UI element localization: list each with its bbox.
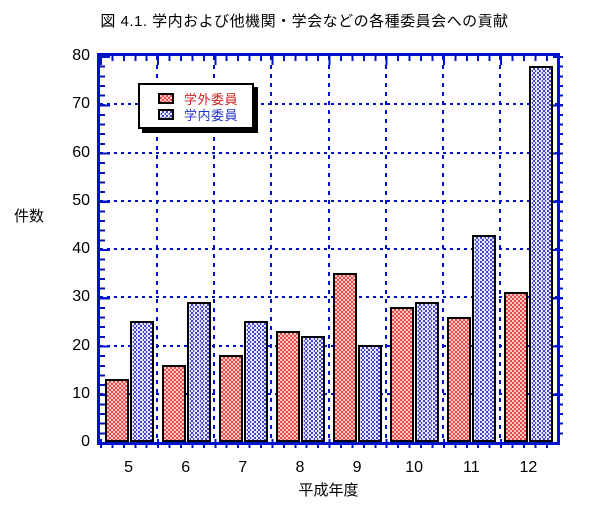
gridline-x-separator-7 bbox=[498, 56, 501, 442]
x-tick-label-8: 8 bbox=[295, 459, 305, 476]
x-axis-minor-ticks-bottom bbox=[100, 443, 557, 448]
bar-soto-8 bbox=[275, 331, 300, 442]
legend-item-uchi: 学内委員 bbox=[158, 106, 244, 123]
gridline-x-separator-2 bbox=[213, 56, 216, 442]
bar-uchi-12 bbox=[529, 66, 554, 442]
y-tick-label-80: 80 bbox=[72, 47, 90, 64]
x-axis-tick-labels: 5 6 7 8 9 10 11 12 bbox=[100, 459, 557, 479]
plot-frame: 学外委員 学内委員 bbox=[97, 53, 563, 448]
legend-label-uchi-iin: 学内委員 bbox=[184, 107, 239, 123]
gridline-x-separator-5 bbox=[384, 56, 387, 442]
legend-item-soto: 学外委員 bbox=[158, 90, 244, 107]
bar-soto-5 bbox=[104, 379, 129, 442]
y-tick-label-20: 20 bbox=[72, 336, 90, 354]
y-axis-title: 件数 bbox=[14, 208, 45, 225]
x-axis-title: 平成年度 bbox=[298, 482, 359, 499]
x-tick-label-5: 5 bbox=[124, 459, 134, 476]
bar-uchi-10 bbox=[415, 302, 440, 442]
y-tick-label-70: 70 bbox=[72, 95, 90, 113]
y-tick-label-60: 60 bbox=[72, 143, 90, 161]
x-tick-label-10: 10 bbox=[405, 459, 424, 476]
y-axis-minor-ticks-right bbox=[558, 56, 563, 442]
x-tick-label-6: 6 bbox=[181, 459, 191, 476]
legend-label-soto-iin: 学外委員 bbox=[184, 91, 239, 107]
bar-uchi-7 bbox=[243, 321, 268, 442]
x-tick-label-11: 11 bbox=[463, 459, 480, 476]
bar-uchi-9 bbox=[358, 345, 382, 442]
gridline-x-separator-6 bbox=[441, 56, 444, 442]
legend: 学外委員 学内委員 bbox=[138, 83, 254, 129]
y-axis-tick-labels: 0 10 20 30 40 50 60 70 80 bbox=[56, 47, 90, 450]
bar-uchi-8 bbox=[300, 336, 325, 442]
plot-area: 学外委員 学内委員 bbox=[100, 56, 563, 448]
bar-soto-6 bbox=[161, 365, 186, 442]
x-tick-label-12: 12 bbox=[519, 459, 538, 476]
y-tick-label-10: 10 bbox=[72, 384, 90, 402]
legend-swatch-uchi-iin bbox=[158, 108, 174, 120]
y-tick-label-0: 0 bbox=[81, 433, 90, 450]
gridline-x-separator-3 bbox=[270, 56, 273, 442]
bar-uchi-11 bbox=[472, 235, 497, 442]
y-tick-label-50: 50 bbox=[72, 191, 90, 209]
bar-soto-7 bbox=[218, 355, 243, 442]
gridline-x-separator-1 bbox=[156, 56, 159, 442]
gridline-x-separator-4 bbox=[327, 56, 330, 442]
bar-uchi-6 bbox=[186, 302, 211, 442]
bar-uchi-5 bbox=[129, 321, 154, 442]
legend-swatch-soto-iin bbox=[158, 92, 174, 104]
bar-soto-10 bbox=[390, 307, 415, 442]
chart-title: 図 4.1. 学内および他機関・学会などの各種委員会への貢献 bbox=[100, 13, 509, 30]
y-tick-label-30: 30 bbox=[72, 288, 90, 306]
y-tick-label-40: 40 bbox=[72, 240, 90, 257]
x-tick-label-7: 7 bbox=[238, 459, 248, 476]
x-tick-label-9: 9 bbox=[352, 459, 362, 476]
bar-soto-12 bbox=[504, 292, 529, 442]
bar-soto-9 bbox=[333, 273, 357, 442]
bar-soto-11 bbox=[447, 317, 472, 442]
